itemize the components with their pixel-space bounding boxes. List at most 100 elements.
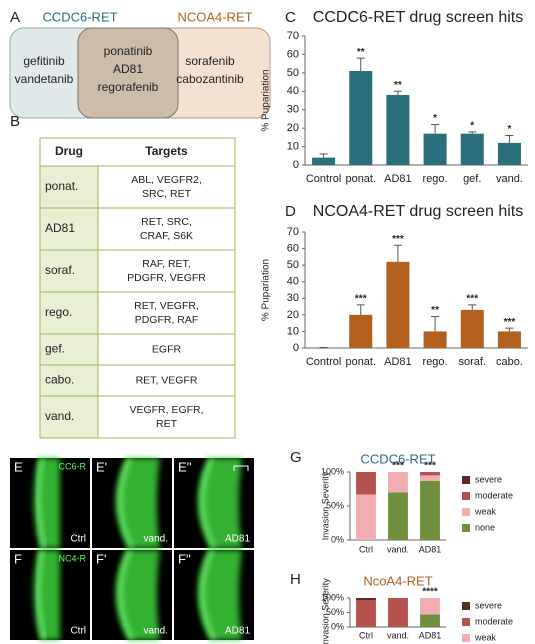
error-bar	[356, 304, 365, 315]
chart-title: CCDC6-RET	[360, 451, 435, 466]
bar-segment	[388, 598, 408, 627]
tissue	[197, 458, 242, 548]
drug-cell: ponat.	[45, 179, 78, 193]
significance: *	[433, 113, 437, 124]
bar	[460, 309, 484, 348]
tissue-edge	[201, 549, 216, 641]
drug-cell: gef.	[45, 342, 65, 356]
table-cell	[97, 291, 236, 335]
bar	[423, 133, 447, 165]
bar-segment	[388, 492, 408, 540]
legend-swatch	[462, 524, 470, 532]
y-tick-label: 30	[287, 292, 299, 304]
drug-cell: soraf.	[45, 263, 75, 277]
y-tick-label: 20	[287, 122, 299, 134]
target-cell: SRC, RET	[142, 188, 192, 200]
x-tick-label: soraf.	[458, 356, 486, 368]
venn-overlap	[77, 27, 179, 119]
significance: ***	[424, 461, 436, 472]
tissue-edge	[201, 457, 216, 549]
legend-label: moderate	[475, 490, 513, 500]
significance: ****	[422, 587, 438, 598]
chart-title: NCOA4-RET drug screen hits	[313, 203, 523, 220]
target-cell: CRAF, S6K	[140, 230, 193, 242]
error-bar	[393, 90, 402, 95]
drug-name: gefitinib	[23, 54, 65, 68]
x-tick-label: vand.	[387, 544, 409, 554]
target-cell: EGFR	[152, 343, 182, 355]
condition-label: Ctrl	[70, 626, 86, 637]
x-tick-label: Control	[306, 356, 341, 368]
x-tick-label: rego.	[423, 173, 448, 185]
drug-cell: AD81	[45, 221, 75, 235]
legend-swatch	[462, 602, 470, 610]
target-cell: RAF, RET,	[142, 258, 190, 270]
chart-title: CCDC6-RET drug screen hits	[313, 9, 523, 26]
bar-segment	[356, 600, 376, 627]
table-cell	[97, 395, 236, 439]
error-bar	[505, 327, 514, 332]
error-bar	[468, 131, 477, 134]
target-cell: PDGFR, VEGFR	[127, 272, 206, 284]
error-bar	[505, 135, 514, 143]
bar	[423, 331, 447, 348]
x-tick-label: gef.	[463, 173, 481, 185]
tissue	[197, 550, 242, 640]
significance: **	[431, 305, 439, 316]
bar	[386, 94, 410, 165]
marker-label: CC6-R	[58, 461, 86, 471]
legend-label: moderate	[475, 616, 513, 626]
y-tick-label: 100%	[321, 592, 344, 602]
condition-label: AD81	[225, 626, 250, 637]
panel-label: B	[10, 113, 20, 130]
drug-name: sorafenib	[185, 54, 235, 68]
y-tick-label: 50	[287, 259, 299, 271]
y-tick-label: 20	[287, 309, 299, 321]
x-tick-label: AD81	[419, 544, 442, 554]
venn-title: CCDC6-RET	[42, 9, 117, 24]
target-cell: RET, VEGFR,	[134, 300, 199, 312]
target-cell: VEGFR, EGFR,	[129, 404, 203, 416]
significance: ***	[504, 317, 516, 328]
image-label: E'	[96, 459, 107, 474]
drug-cell: cabo.	[45, 373, 74, 387]
tissue-edge	[36, 549, 46, 641]
bar	[497, 331, 521, 348]
table-cell	[97, 249, 236, 293]
target-cell: RET, VEGFR	[136, 374, 198, 386]
legend-swatch	[462, 492, 470, 500]
drug-name: vandetanib	[15, 72, 74, 86]
legend-swatch	[462, 634, 470, 642]
image-label: E	[14, 459, 23, 474]
bar-segment	[356, 598, 376, 601]
image-label: F'	[96, 551, 106, 566]
target-cell: ABL, VEGFR2,	[131, 174, 202, 186]
y-axis-label: Invasion Severity	[320, 578, 330, 644]
y-tick-label: 30	[287, 104, 299, 116]
error-bar	[356, 57, 365, 72]
condition-label: vand.	[144, 626, 168, 637]
tissue-edge	[36, 457, 46, 549]
bar-segment	[388, 472, 408, 493]
legend-swatch	[462, 476, 470, 484]
x-tick-label: rego.	[423, 356, 448, 368]
y-tick-label: 50%	[326, 500, 344, 510]
table-header-cell: Drug	[55, 144, 83, 158]
bar	[460, 133, 484, 165]
target-cell: PDGFR, RAF	[135, 314, 199, 326]
y-tick-label: 40	[287, 276, 299, 288]
venn-title: NCOA4-RET	[177, 9, 252, 24]
x-tick-label: Control	[306, 173, 341, 185]
error-bar	[393, 244, 402, 262]
panel-label: H	[290, 571, 301, 588]
y-tick-label: 10	[287, 140, 299, 152]
table-header-cell: Targets	[145, 144, 188, 158]
y-axis-label: Invasion Severity	[320, 471, 330, 540]
table-cell	[97, 333, 236, 366]
error-bar	[431, 123, 440, 134]
drug-name: regorafenib	[98, 80, 159, 94]
table-header	[39, 137, 236, 167]
bar	[312, 157, 336, 165]
marker-label: NC4-R	[58, 553, 86, 563]
drug-name: AD81	[113, 62, 143, 76]
